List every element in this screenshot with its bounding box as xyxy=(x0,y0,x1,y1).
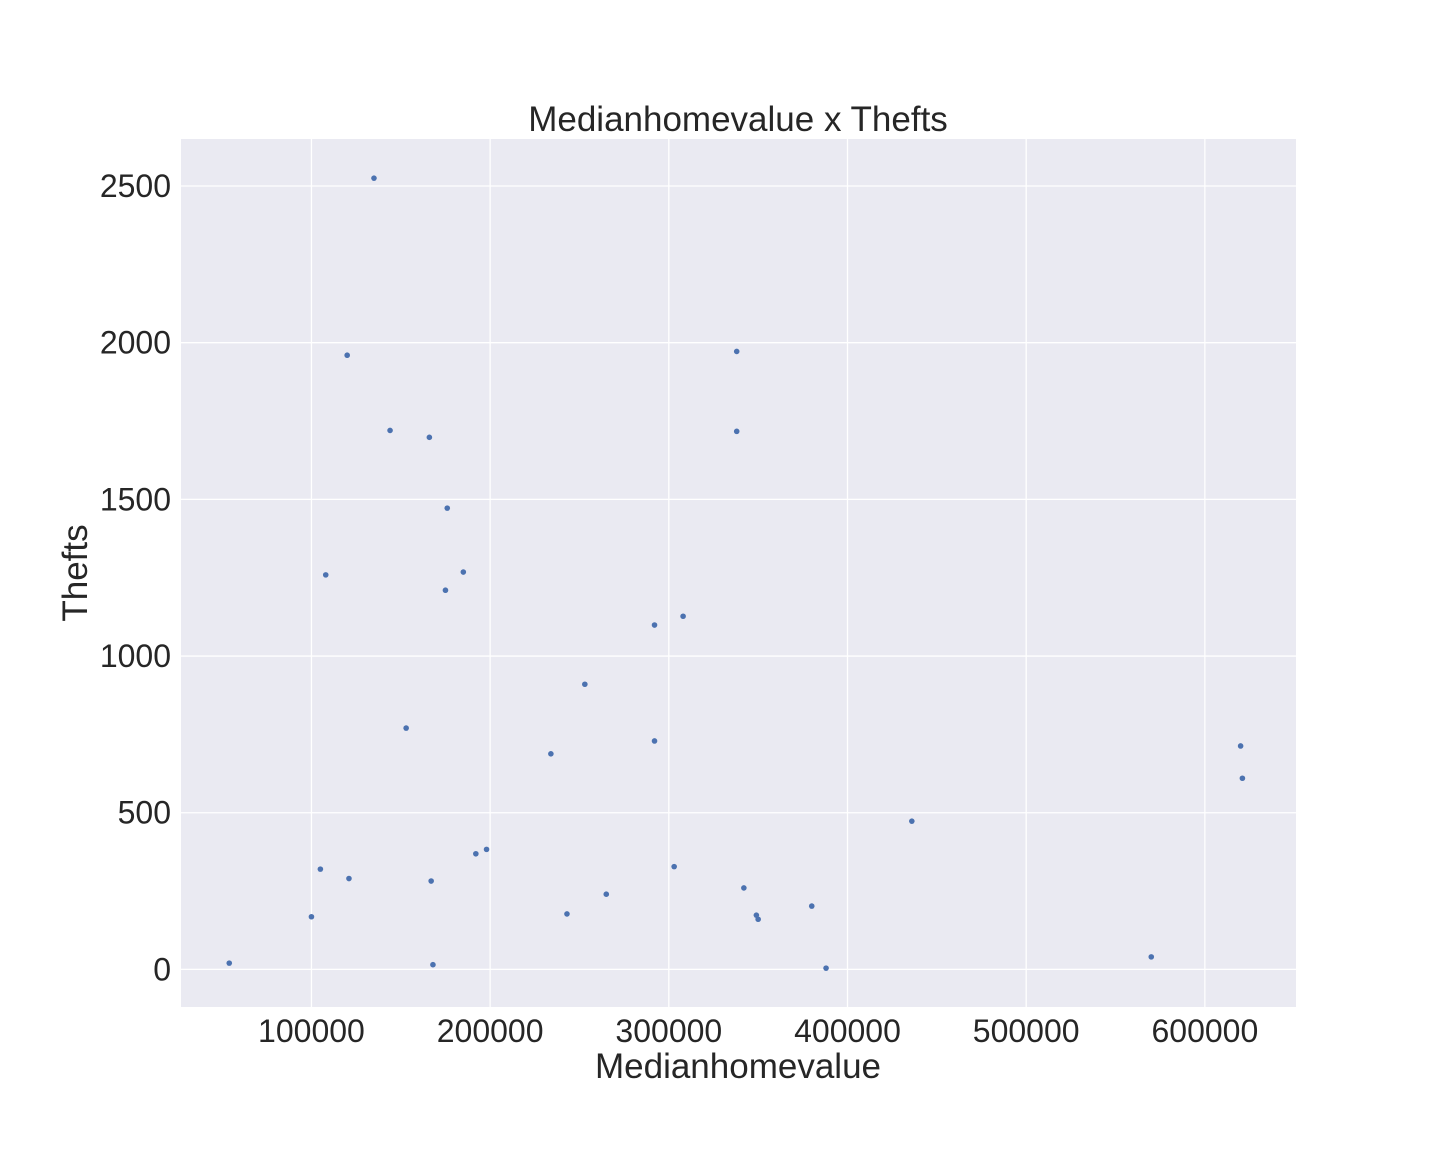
data-point xyxy=(733,348,740,355)
x-tick-label: 300000 xyxy=(615,1013,722,1049)
data-point xyxy=(603,891,610,897)
data-point xyxy=(1239,775,1246,782)
data-point xyxy=(582,681,588,688)
y-axis-label: Thefts xyxy=(56,524,95,621)
y-tick-label: 2000 xyxy=(100,325,171,361)
plot-area xyxy=(181,139,1296,1007)
grid-lines xyxy=(181,139,1296,1007)
x-axis-label: Medianhomevalue xyxy=(595,1047,881,1086)
data-point xyxy=(651,738,658,744)
data-point xyxy=(403,725,409,731)
data-point xyxy=(371,175,377,181)
data-point xyxy=(322,572,329,578)
data-point xyxy=(680,613,686,620)
y-tick-label: 1000 xyxy=(100,638,171,674)
x-tick-label: 500000 xyxy=(973,1013,1080,1049)
x-axis-ticks: 100000 200000 300000 400000 500000 600000 xyxy=(258,1013,1258,1049)
x-tick-label: 100000 xyxy=(258,1013,365,1049)
data-point xyxy=(733,428,740,435)
data-point xyxy=(442,587,449,594)
data-point xyxy=(671,863,677,870)
data-point xyxy=(444,505,451,511)
data-point xyxy=(387,427,393,434)
data-point xyxy=(651,622,658,628)
data-point xyxy=(909,818,915,824)
x-tick-label: 600000 xyxy=(1151,1013,1258,1049)
y-tick-label: 0 xyxy=(153,951,171,987)
y-tick-label: 500 xyxy=(118,795,171,831)
y-axis-ticks: 0 500 1000 1500 2000 2500 xyxy=(100,168,171,987)
data-point xyxy=(430,961,436,968)
data-point xyxy=(483,846,490,853)
y-tick-label: 1500 xyxy=(100,481,171,517)
data-point xyxy=(460,569,467,575)
data-point xyxy=(226,960,233,966)
data-point xyxy=(344,352,350,359)
data-point xyxy=(741,885,747,891)
data-point xyxy=(428,878,434,884)
data-point xyxy=(808,903,815,909)
data-point xyxy=(346,875,352,882)
data-point xyxy=(308,913,315,920)
x-tick-label: 400000 xyxy=(794,1013,901,1049)
data-point xyxy=(426,434,433,441)
data-point xyxy=(317,866,324,872)
data-point xyxy=(1237,743,1244,749)
data-point xyxy=(755,916,761,923)
data-point xyxy=(473,850,479,857)
data-point xyxy=(564,911,570,917)
data-point xyxy=(548,751,554,757)
data-point xyxy=(1148,954,1155,960)
data-point xyxy=(823,965,829,971)
x-tick-label: 200000 xyxy=(437,1013,544,1049)
data-points xyxy=(226,175,1246,971)
y-tick-label: 2500 xyxy=(100,168,171,204)
chart-title: Medianhomevalue x Thefts xyxy=(528,100,948,139)
